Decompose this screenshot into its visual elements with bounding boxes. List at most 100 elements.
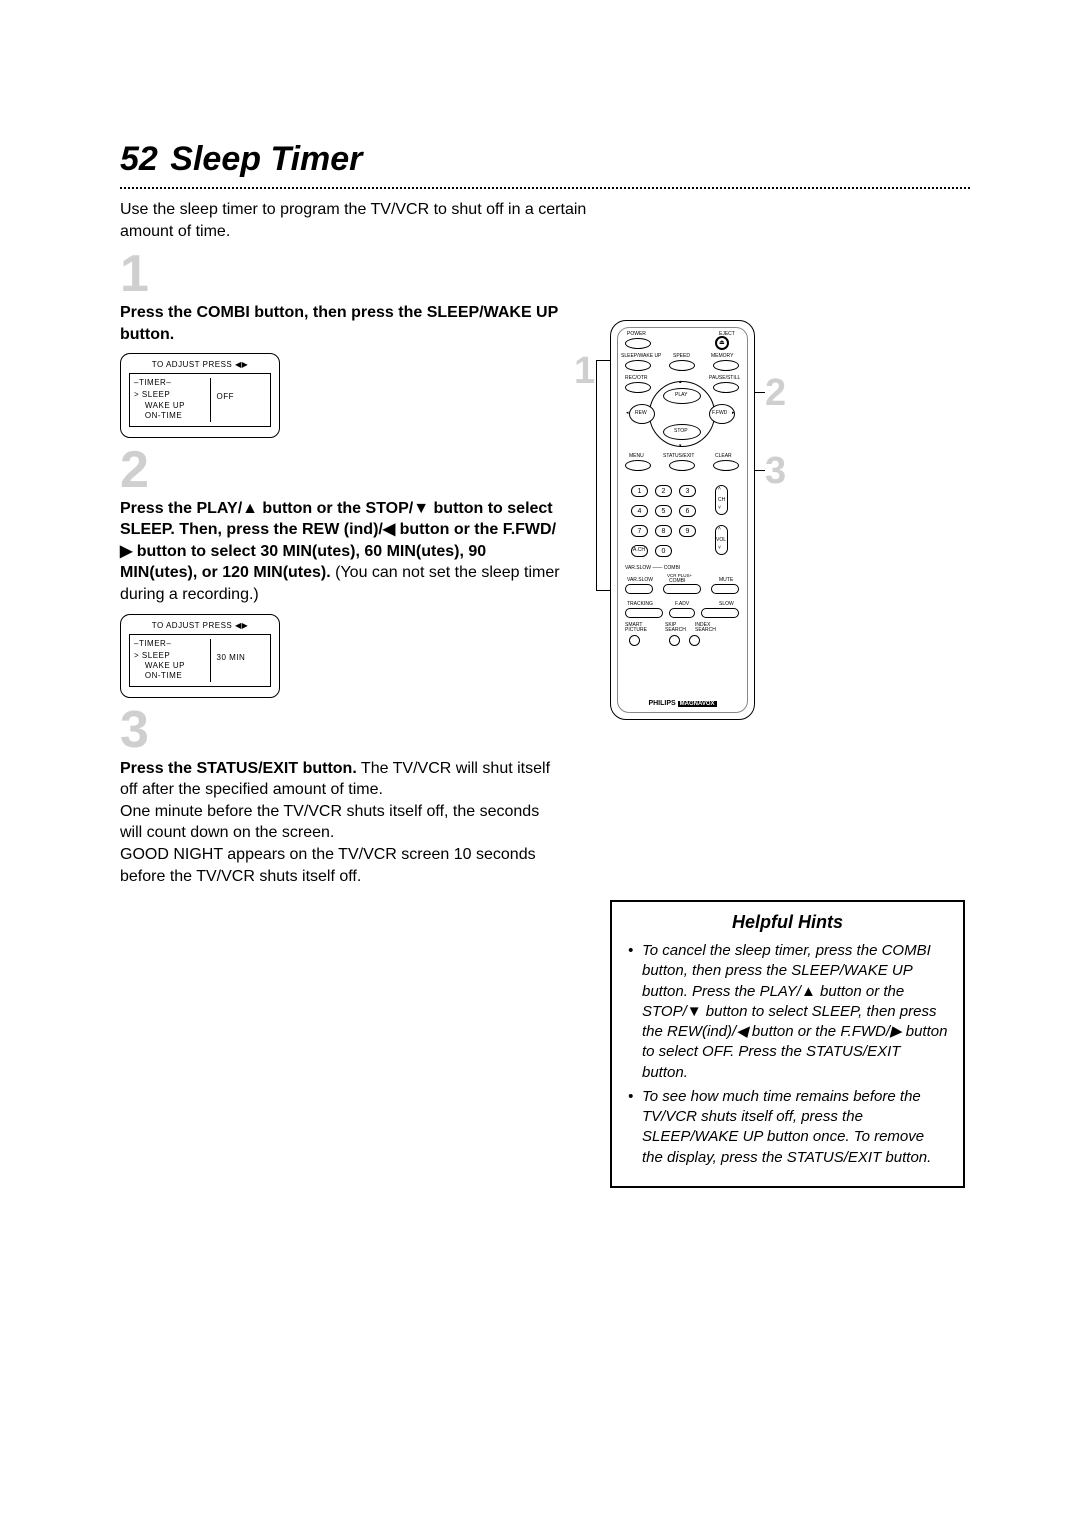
step-number-3: 3 [120, 704, 970, 756]
osd-header-2: –TIMER– [134, 639, 208, 648]
intro-text: Use the sleep timer to program the TV/VC… [120, 199, 600, 242]
osd-top-text: TO ADJUST PRESS [152, 360, 235, 369]
num-2: 2 [655, 485, 672, 497]
page-number: 52 [120, 140, 158, 178]
osd-top-label-2: TO ADJUST PRESS ◀▶ [129, 621, 271, 630]
lbl-rew: REW [635, 410, 647, 416]
num-6: 6 [679, 505, 696, 517]
btn-sleepwake [625, 360, 651, 371]
osd-row3-label: ON-TIME [145, 411, 182, 420]
brand-magnavox: MAGNAVOX [678, 701, 717, 707]
manual-page: 52 Sleep Timer Use the sleep timer to pr… [120, 140, 970, 887]
down-arrow-icon: ▼ [413, 500, 429, 517]
osd-row-ontime-2: ON-TIME [134, 671, 208, 681]
osd-row2-label: WAKE UP [145, 401, 185, 410]
left-arrow-icon: ◀ [383, 521, 395, 538]
brand-philips: PHILIPS [648, 700, 675, 707]
osd-left-col: –TIMER– > SLEEP WAKE UP ON-TIME [134, 378, 211, 421]
right-arrow-icon: ▶ [120, 543, 132, 560]
osd-inner: –TIMER– > SLEEP WAKE UP ON-TIME OFF [129, 373, 271, 426]
lbl-statusexit: STATUS/EXIT [663, 453, 694, 459]
step3-text2: One minute before the TV/VCR shuts itsel… [120, 801, 560, 844]
lbl-slow: SLOW [719, 601, 734, 607]
h1-right-icon: ▶ [890, 1023, 902, 1040]
remote-brand: PHILIPSMAGNAVOX [611, 700, 754, 707]
lbl-speed: SPEED [673, 353, 690, 359]
lbl-memory: MEMORY [711, 353, 733, 359]
btn-memory [713, 360, 739, 371]
hint-2: To see how much time remains before the … [626, 1087, 949, 1168]
hints-title: Helpful Hints [626, 912, 949, 933]
osd-top-text-2: TO ADJUST PRESS [152, 621, 235, 630]
num-9: 9 [679, 525, 696, 537]
osd-row2-label-2: WAKE UP [145, 661, 185, 670]
lbl-clear: CLEAR [715, 453, 732, 459]
s2b: button or the STOP/ [258, 500, 413, 517]
num-8: 8 [655, 525, 672, 537]
btn-fadv [669, 608, 695, 618]
ffwd-arrow-icon: ▸ [732, 410, 735, 416]
lbl-varslow: VAR.SLOW [627, 577, 653, 583]
osd-row-wakeup-2: WAKE UP [134, 661, 208, 671]
btn-power [625, 338, 651, 349]
step-number-1: 1 [120, 248, 970, 300]
btn-smartpic [629, 635, 640, 646]
btn-indexsrch [689, 635, 700, 646]
step2-instruction: Press the PLAY/▲ button or the STOP/▼ bu… [120, 498, 560, 606]
lbl-power: POWER [627, 331, 646, 337]
btn-clear [713, 460, 739, 471]
osd-header: –TIMER– [134, 378, 208, 387]
btn-slow [701, 608, 739, 618]
eject-icon: ⏏ [719, 339, 725, 346]
btn-mute [711, 584, 739, 594]
h1-up-icon: ▲ [801, 983, 816, 1000]
osd-screen-2: TO ADJUST PRESS ◀▶ –TIMER– > SLEEP WAKE … [120, 614, 280, 698]
btn-skipsrch [669, 635, 680, 646]
osd-top-label: TO ADJUST PRESS ◀▶ [129, 360, 271, 369]
lbl-ach: A.CH [633, 547, 645, 553]
osd-row2-indent-2 [134, 661, 145, 670]
lbl-indexsrch: INDEX SEARCH [695, 623, 716, 633]
s2a: Press the PLAY/ [120, 500, 242, 517]
lbl-varslowcombi: VAR.SLOW —— COMBI [625, 565, 680, 571]
osd-screen-1: TO ADJUST PRESS ◀▶ –TIMER– > SLEEP WAKE … [120, 353, 280, 437]
lbl-sleepwake: SLEEP/WAKE UP [621, 353, 661, 359]
num-1: 1 [631, 485, 648, 497]
lbl-ffwd: F.FWD [712, 410, 727, 416]
osd-row1-label: SLEEP [142, 390, 170, 399]
ch-up-icon: ˄ [718, 486, 721, 492]
stop-down-icon: ▾ [679, 443, 682, 449]
lbl-smartpic: SMART PICTURE [625, 623, 647, 633]
lbl-recotr: REC/OTR [625, 375, 648, 381]
title-row: 52 Sleep Timer [120, 140, 970, 179]
osd-row-sleep-2: > SLEEP [134, 651, 208, 661]
callout-2: 2 [765, 372, 786, 415]
osd-top-arrows: ◀▶ [235, 360, 248, 369]
osd-row-ontime: ON-TIME [134, 411, 208, 421]
h1-left-icon: ◀ [736, 1023, 748, 1040]
btn-pausestill [713, 382, 739, 393]
callout-1: 1 [574, 350, 595, 393]
remote-body: POWER EJECT ⏏ SLEEP/WAKE UP SPEED MEMORY… [610, 320, 755, 720]
osd-row-wakeup: WAKE UP [134, 401, 208, 411]
helpful-hints-box: Helpful Hints To cancel the sleep timer,… [610, 900, 965, 1188]
osd-value-2: 30 MIN [211, 639, 266, 682]
step3-instruction: Press the STATUS/EXIT button. The TV/VCR… [120, 758, 560, 801]
btn-speed [669, 360, 695, 371]
play-up-icon: ▴ [679, 379, 682, 385]
osd-left-col-2: –TIMER– > SLEEP WAKE UP ON-TIME [134, 639, 211, 682]
btn-varslow [625, 584, 653, 594]
osd-row3-label-2: ON-TIME [145, 671, 182, 680]
hint-1: To cancel the sleep timer, press the COM… [626, 941, 949, 1083]
up-arrow-icon: ▲ [242, 500, 258, 517]
callout-line-1v [596, 360, 597, 590]
hints-list: To cancel the sleep timer, press the COM… [626, 941, 949, 1168]
lbl-mute: MUTE [719, 577, 733, 583]
h1-down-icon: ▼ [687, 1003, 702, 1020]
num-4: 4 [631, 505, 648, 517]
osd-inner-2: –TIMER– > SLEEP WAKE UP ON-TIME 30 MIN [129, 634, 271, 687]
h1d: button or the F.FWD/ [748, 1023, 890, 1040]
lbl-vol: VOL [716, 537, 726, 543]
rew-arrow-icon: ◂ [626, 410, 629, 416]
step1-instruction: Press the COMBI button, then press the S… [120, 302, 560, 345]
